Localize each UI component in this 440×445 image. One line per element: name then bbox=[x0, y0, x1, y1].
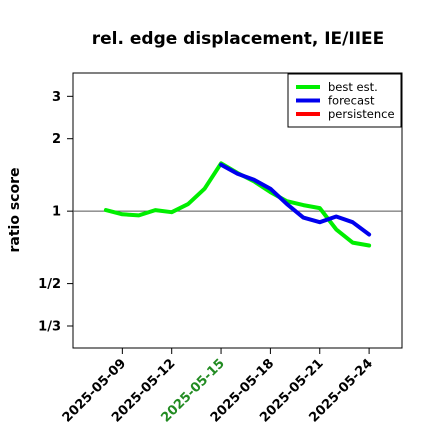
legend-label-best-est: best est. bbox=[328, 80, 378, 94]
y-tick-label: 2 bbox=[52, 132, 61, 147]
legend-label-forecast: forecast bbox=[328, 94, 375, 108]
series-layer bbox=[103, 161, 372, 248]
y-axis: 3 2 1 1/2 1/3 bbox=[38, 90, 73, 334]
y-tick-label: 1/3 bbox=[38, 319, 61, 334]
plot-area-frame bbox=[72, 72, 403, 349]
y-tick-label: 1 bbox=[52, 205, 61, 220]
chart-title: rel. edge displacement, IE/IIEE bbox=[92, 29, 385, 49]
y-tick-label: 1/2 bbox=[38, 277, 61, 292]
x-axis: 2025-05-092025-05-122025-05-152025-05-18… bbox=[60, 348, 376, 426]
y-axis-label: ratio score bbox=[7, 168, 23, 253]
y-tick-label: 3 bbox=[52, 90, 61, 105]
legend-label-persistence: persistence bbox=[328, 107, 395, 121]
series-line-forecast bbox=[219, 162, 372, 237]
